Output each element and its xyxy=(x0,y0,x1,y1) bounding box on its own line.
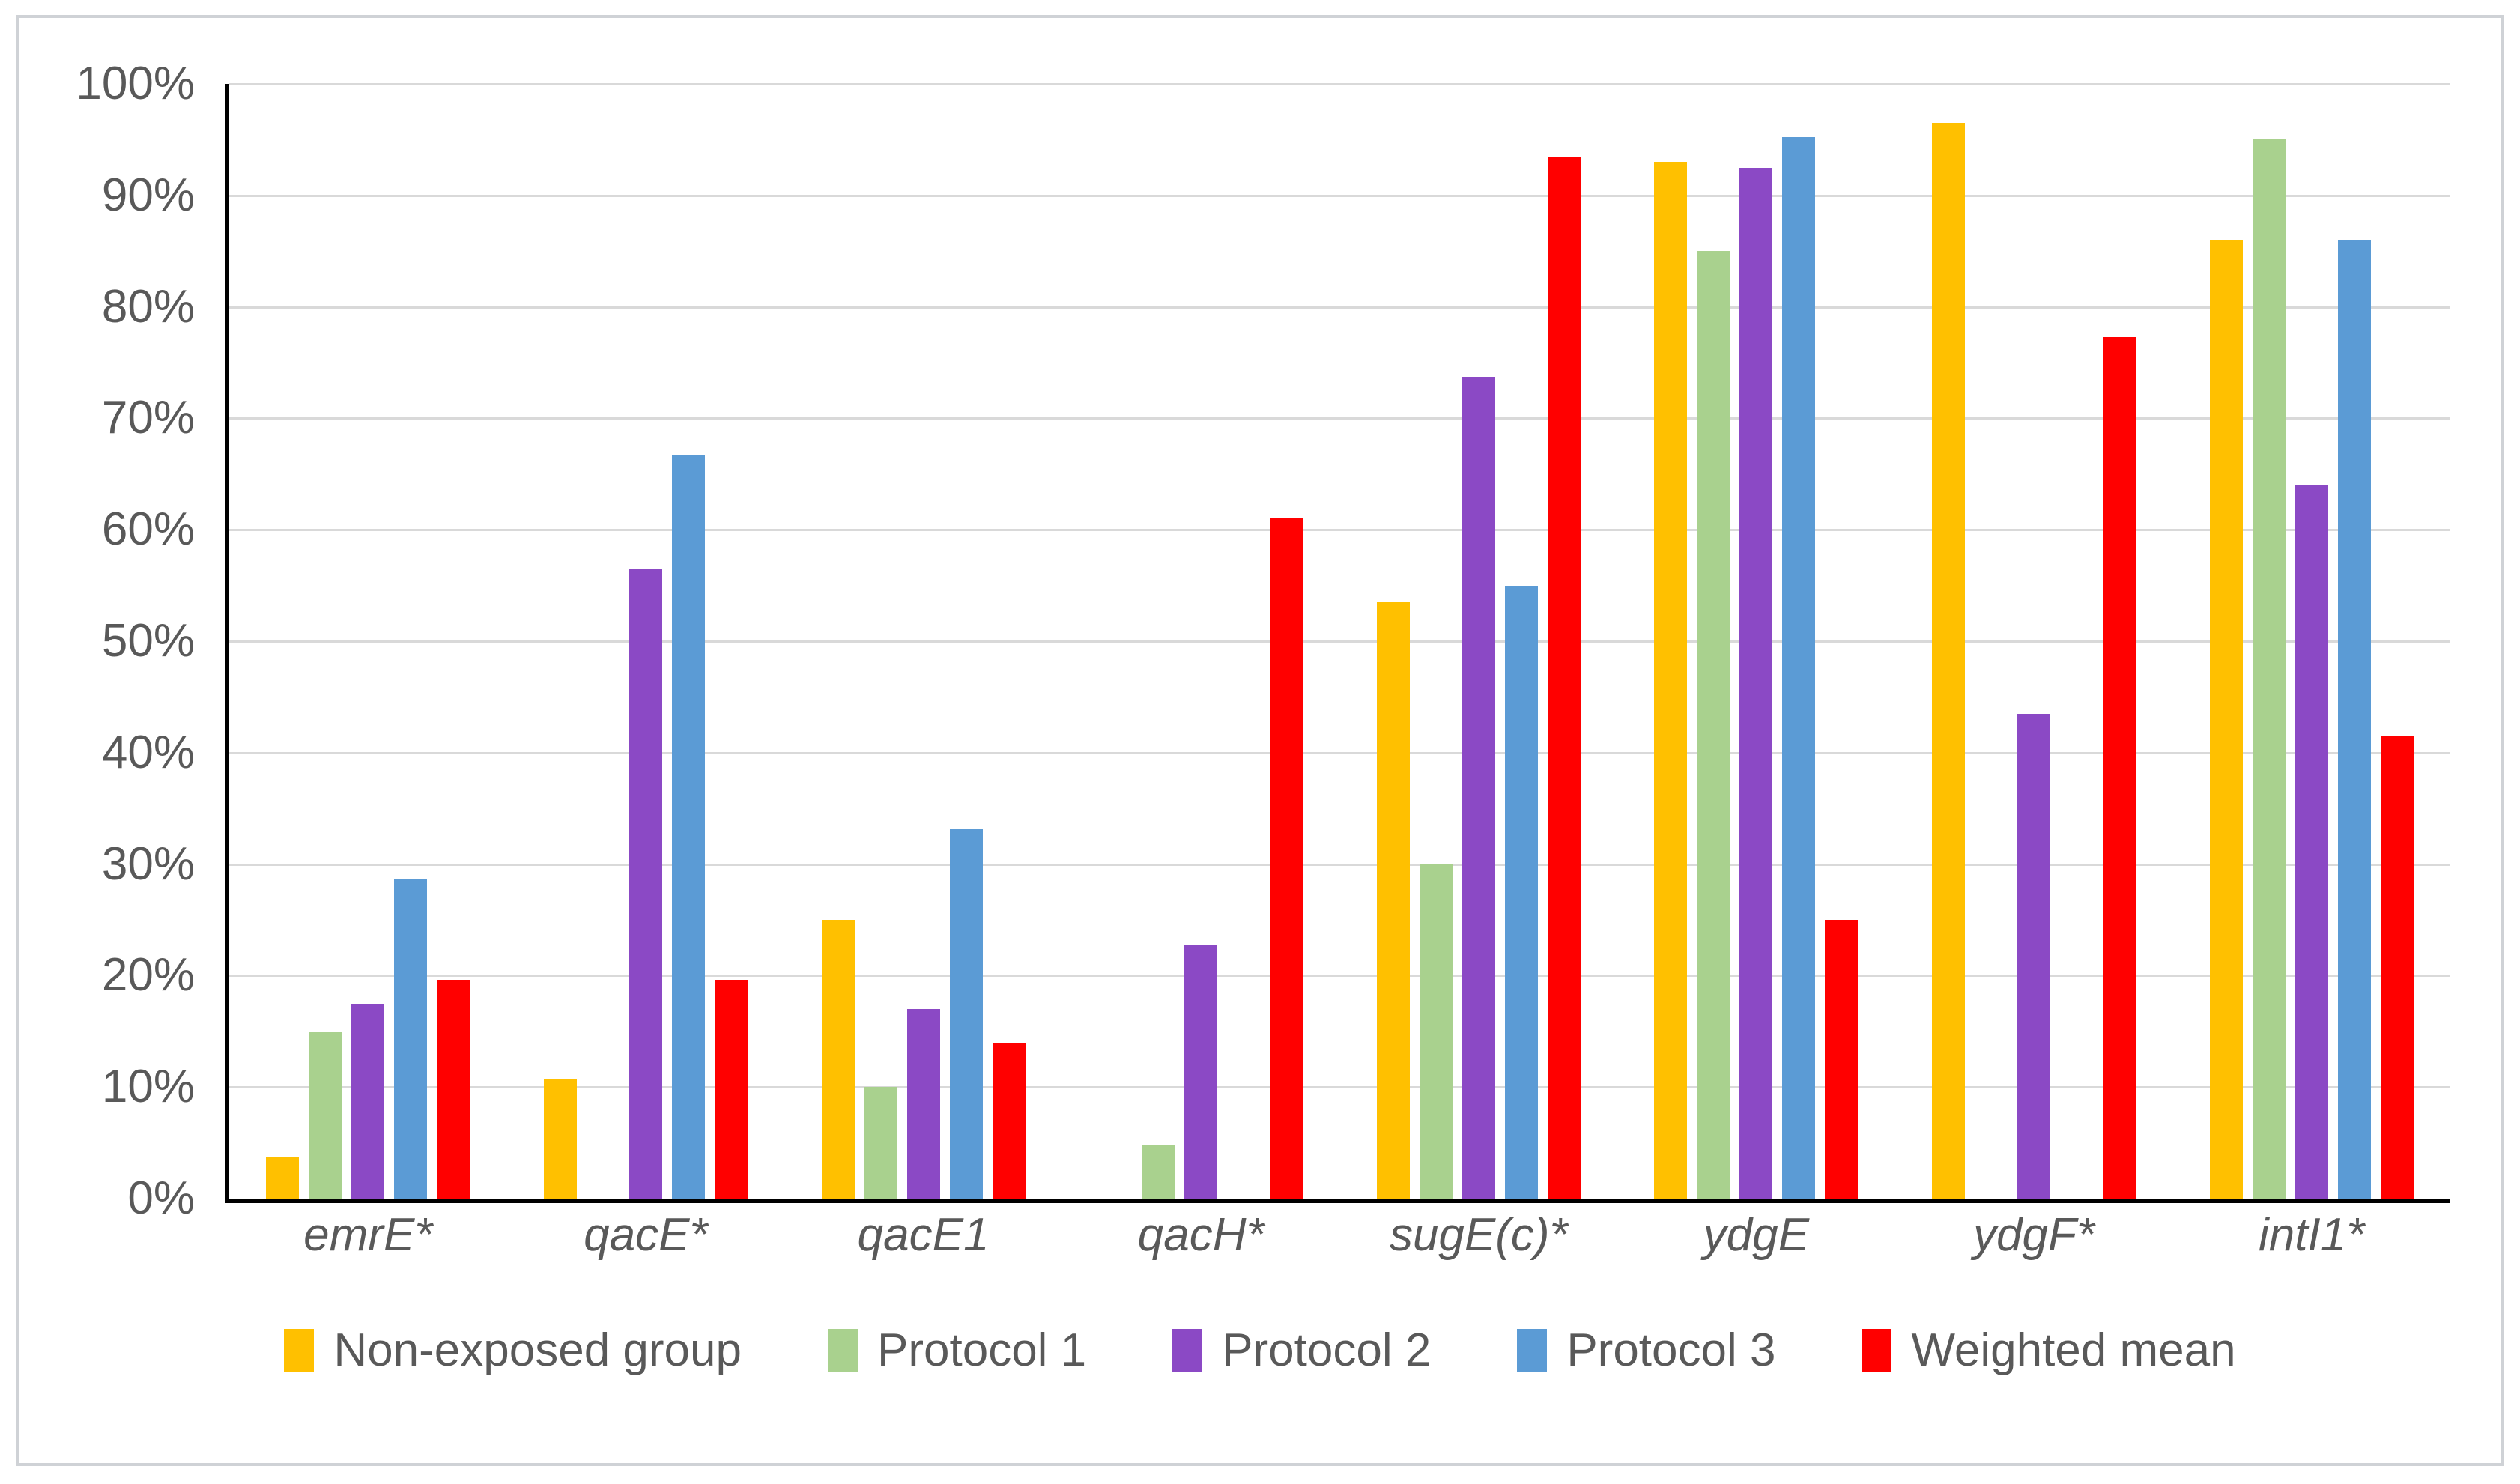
bar xyxy=(2337,240,2371,1199)
bar xyxy=(1825,920,1859,1199)
bar xyxy=(1184,945,1218,1199)
bar-group xyxy=(1062,84,1340,1199)
legend-label: Protocol 3 xyxy=(1566,1324,1776,1376)
y-tick-label: 50% xyxy=(101,615,195,667)
category-label: sugE(c)* xyxy=(1389,1209,1568,1261)
bar xyxy=(821,920,855,1199)
bar xyxy=(714,980,748,1199)
y-tick-label: 0% xyxy=(127,1172,195,1224)
category-label: ydgF* xyxy=(1973,1209,2095,1261)
bar-group xyxy=(229,84,507,1199)
bar xyxy=(1462,377,1495,1199)
bar xyxy=(2209,240,2243,1199)
bar xyxy=(2103,336,2136,1199)
y-tick-label: 60% xyxy=(101,503,195,556)
bar xyxy=(1654,162,1688,1199)
bar xyxy=(1142,1145,1175,1199)
bars xyxy=(229,84,2450,1199)
bar xyxy=(2017,713,2051,1199)
legend-swatch xyxy=(1862,1329,1892,1372)
bar xyxy=(1504,585,1538,1199)
legend-swatch xyxy=(828,1329,858,1372)
legend: Non-exposed group Protocol 1 Protocol 2 Pro… xyxy=(19,1327,2501,1374)
chart-panel: 0% 10% 20% 30% 40% 50% 60% 70% 80% 90% 100% emrE* q… xyxy=(16,15,2504,1466)
legend-item: Protocol 3 xyxy=(1517,1327,1775,1374)
y-tick-label: 40% xyxy=(101,726,195,778)
gridline xyxy=(229,640,2450,643)
y-tick-label: 80% xyxy=(101,280,195,333)
bar xyxy=(266,1157,300,1199)
y-tick-label: 10% xyxy=(101,1061,195,1113)
bar xyxy=(1932,123,1966,1199)
gridline xyxy=(229,975,2450,978)
legend-swatch xyxy=(1517,1329,1548,1372)
bar-group xyxy=(784,84,1062,1199)
bar xyxy=(394,879,428,1199)
plot-area: 0% 10% 20% 30% 40% 50% 60% 70% 80% 90% 100% emrE* q… xyxy=(76,61,2450,1259)
bar xyxy=(2295,485,2328,1199)
bar xyxy=(351,1003,385,1199)
category-label: ydgE xyxy=(1703,1209,1810,1261)
gridline xyxy=(229,306,2450,309)
category-label: qacH* xyxy=(1137,1209,1264,1261)
legend-swatch xyxy=(1172,1329,1203,1372)
bar xyxy=(906,1009,940,1199)
bar xyxy=(1739,167,1773,1199)
gridline xyxy=(229,863,2450,866)
y-tick-label: 70% xyxy=(101,392,195,444)
bar xyxy=(2380,736,2414,1199)
bar-group xyxy=(1895,84,2173,1199)
category-label: intI1* xyxy=(2259,1209,2365,1261)
bar xyxy=(629,569,662,1199)
bar xyxy=(671,455,705,1199)
bar xyxy=(2252,139,2286,1199)
bar-group xyxy=(1617,84,1895,1199)
bar xyxy=(1376,602,1410,1199)
bar xyxy=(1547,156,1581,1199)
bar xyxy=(1270,518,1303,1199)
bar xyxy=(949,828,983,1199)
gridline xyxy=(229,194,2450,197)
category-label: qacE1 xyxy=(857,1209,990,1261)
bar xyxy=(543,1079,577,1199)
legend-item: Weighted mean xyxy=(1862,1324,2236,1376)
y-tick-label: 20% xyxy=(101,949,195,1002)
legend-item: Non-exposed group xyxy=(284,1327,742,1374)
bar xyxy=(309,1031,342,1199)
gridline xyxy=(229,529,2450,532)
legend-label: Non-exposed group xyxy=(333,1324,742,1376)
legend-label: Weighted mean xyxy=(1911,1324,2236,1376)
bar xyxy=(437,980,470,1199)
bar-group xyxy=(507,84,785,1199)
bar xyxy=(992,1042,1026,1199)
legend-item: Protocol 1 xyxy=(828,1327,1086,1374)
gridline xyxy=(229,1086,2450,1089)
legend-label: Protocol 2 xyxy=(1222,1324,1432,1376)
bar xyxy=(864,1087,897,1199)
legend-label: Protocol 1 xyxy=(877,1324,1087,1376)
bar-group xyxy=(1340,84,1618,1199)
category-label: qacE* xyxy=(584,1209,708,1261)
y-tick-label: 100% xyxy=(76,58,195,109)
gridline xyxy=(229,83,2450,85)
gridline xyxy=(229,417,2450,420)
bar-group xyxy=(2172,84,2450,1199)
bar xyxy=(1782,137,1816,1199)
bar xyxy=(1697,251,1730,1199)
y-tick-label: 30% xyxy=(101,838,195,890)
category-label: emrE* xyxy=(303,1209,433,1261)
bar xyxy=(1419,864,1453,1199)
gridline xyxy=(229,751,2450,754)
x-axis-labels: emrE* qacE* qacE1 qacH* sugE(c)* ydgE ydgF* int… xyxy=(229,1212,2450,1259)
y-tick-label: 90% xyxy=(101,169,195,221)
legend-item: Protocol 2 xyxy=(1172,1327,1431,1374)
legend-swatch xyxy=(284,1329,315,1372)
